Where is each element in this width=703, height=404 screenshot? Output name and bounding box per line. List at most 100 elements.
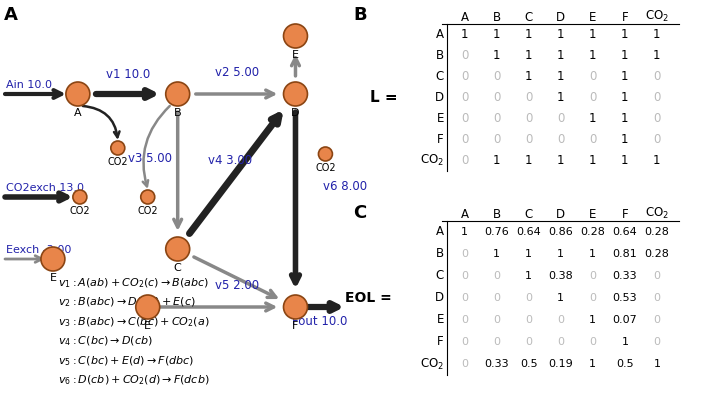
Text: 1: 1 (557, 49, 565, 62)
Text: 0: 0 (461, 112, 468, 125)
Text: 0.38: 0.38 (548, 271, 573, 281)
Text: 1: 1 (621, 49, 628, 62)
Text: D: D (556, 11, 565, 24)
Circle shape (166, 82, 190, 106)
Text: 0.33: 0.33 (484, 359, 509, 369)
Text: E: E (292, 50, 299, 60)
Circle shape (73, 190, 87, 204)
Text: v4 3.00: v4 3.00 (207, 154, 252, 167)
Text: D: D (556, 208, 565, 221)
Text: $v_6 : D(cb) + CO_2(d) \rightarrow F(dcb)$: $v_6 : D(cb) + CO_2(d) \rightarrow F(dcb… (58, 374, 209, 387)
Text: 0.28: 0.28 (581, 227, 605, 237)
Text: 0: 0 (589, 133, 597, 146)
Text: 0: 0 (589, 70, 597, 83)
Text: 1: 1 (621, 337, 628, 347)
Text: 0: 0 (493, 133, 501, 146)
Text: 0: 0 (525, 91, 532, 104)
Text: 1: 1 (525, 28, 532, 41)
Text: 1: 1 (621, 70, 628, 83)
Circle shape (41, 247, 65, 271)
Text: F: F (621, 208, 628, 221)
Text: 0: 0 (557, 133, 565, 146)
Text: Ain 10.0: Ain 10.0 (6, 80, 52, 90)
Text: 0.64: 0.64 (516, 227, 541, 237)
Text: E: E (589, 11, 597, 24)
Text: A: A (460, 208, 469, 221)
Text: 0: 0 (493, 91, 501, 104)
Text: A: A (74, 108, 82, 118)
Text: 1: 1 (621, 133, 628, 146)
Text: E: E (437, 314, 444, 326)
Text: 0: 0 (461, 154, 468, 167)
Text: v3 5.00: v3 5.00 (128, 152, 172, 164)
Text: CO2: CO2 (108, 157, 128, 167)
Text: 0: 0 (589, 271, 596, 281)
Text: 0: 0 (461, 91, 468, 104)
Text: 1: 1 (525, 154, 532, 167)
Text: 1: 1 (525, 49, 532, 62)
Text: 0.5: 0.5 (520, 359, 538, 369)
Text: C: C (435, 70, 444, 83)
Text: F: F (621, 11, 628, 24)
Text: 0: 0 (557, 112, 565, 125)
Text: 0.81: 0.81 (612, 249, 637, 259)
Text: 1: 1 (557, 70, 565, 83)
Text: v1 10.0: v1 10.0 (105, 68, 150, 81)
Text: C: C (174, 263, 181, 273)
Text: 1: 1 (653, 359, 660, 369)
Text: 1: 1 (589, 154, 597, 167)
Text: 0: 0 (653, 133, 661, 146)
Text: CO2exch 13.0: CO2exch 13.0 (6, 183, 84, 193)
Text: 1: 1 (621, 154, 628, 167)
Text: 0: 0 (557, 315, 565, 325)
Text: 0: 0 (461, 293, 468, 303)
Text: 1: 1 (525, 70, 532, 83)
Text: 1: 1 (653, 28, 661, 41)
Text: CO2: CO2 (137, 206, 158, 216)
Text: $v_4 : C(bc) \rightarrow D(cb)$: $v_4 : C(bc) \rightarrow D(cb)$ (58, 335, 153, 348)
Text: 0.53: 0.53 (612, 293, 637, 303)
Text: 0: 0 (653, 271, 660, 281)
Text: CO$_2$: CO$_2$ (645, 9, 669, 24)
Text: CO$_2$: CO$_2$ (645, 206, 669, 221)
Text: 0: 0 (653, 337, 660, 347)
Text: 0: 0 (461, 359, 468, 369)
Text: 1: 1 (493, 49, 501, 62)
Text: B: B (493, 208, 501, 221)
Text: F: F (437, 335, 444, 349)
Text: 0: 0 (493, 271, 500, 281)
Text: E: E (144, 321, 151, 331)
Text: 0.07: 0.07 (612, 315, 637, 325)
Text: D: D (434, 291, 444, 305)
Text: Eexch -3.00: Eexch -3.00 (6, 245, 72, 255)
Text: 1: 1 (589, 28, 597, 41)
Text: $v_3 : B(abc) \rightarrow C(bc) + CO_2(a)$: $v_3 : B(abc) \rightarrow C(bc) + CO_2(a… (58, 315, 209, 328)
Text: 0: 0 (525, 315, 532, 325)
Text: 1: 1 (557, 91, 565, 104)
Text: CO2: CO2 (70, 206, 90, 216)
Text: 1: 1 (461, 227, 468, 237)
Text: 0: 0 (653, 315, 660, 325)
Circle shape (111, 141, 125, 155)
Text: v5 2.00: v5 2.00 (214, 279, 259, 292)
Text: B: B (436, 49, 444, 62)
Text: E: E (589, 208, 597, 221)
Text: 0: 0 (525, 337, 532, 347)
Text: 0: 0 (461, 315, 468, 325)
Text: 1: 1 (493, 154, 501, 167)
Text: $v_5 : C(bc) + E(d) \rightarrow F(dbc)$: $v_5 : C(bc) + E(d) \rightarrow F(dbc)$ (58, 354, 194, 368)
Text: 0: 0 (461, 337, 468, 347)
Text: 1: 1 (557, 154, 565, 167)
Text: F: F (292, 321, 299, 331)
Text: A: A (436, 225, 444, 238)
Text: $v_2 : B(abc) \rightarrow D(ba) + E(c)$: $v_2 : B(abc) \rightarrow D(ba) + E(c)$ (58, 295, 195, 309)
Circle shape (166, 237, 190, 261)
Text: 0: 0 (653, 112, 661, 125)
Text: 1: 1 (653, 154, 661, 167)
Text: EOL =: EOL = (344, 291, 392, 305)
Text: 0: 0 (589, 293, 596, 303)
Text: A: A (436, 28, 444, 41)
Text: 0.19: 0.19 (548, 359, 573, 369)
Text: $v_1 : A(ab) + CO_2(c) \rightarrow B(abc)$: $v_1 : A(ab) + CO_2(c) \rightarrow B(abc… (58, 276, 209, 290)
Text: 0.28: 0.28 (645, 249, 669, 259)
